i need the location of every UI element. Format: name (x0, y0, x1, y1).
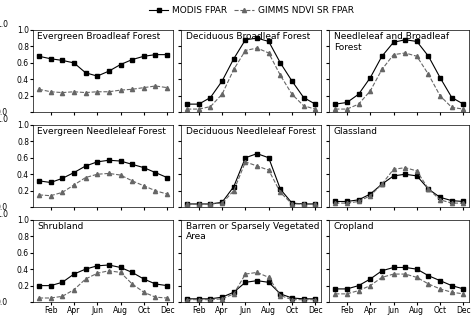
Text: Deciduous Broadleaf Forest: Deciduous Broadleaf Forest (185, 32, 310, 42)
Text: Deciduous Needleleaf Forest: Deciduous Needleleaf Forest (185, 127, 315, 136)
Text: Evergreen Broadleaf Forest: Evergreen Broadleaf Forest (37, 32, 161, 42)
Text: Evergreen Needleleaf Forest: Evergreen Needleleaf Forest (37, 127, 166, 136)
Text: 0.0: 0.0 (0, 108, 8, 117)
Text: 1.0: 1.0 (0, 20, 8, 29)
Text: Cropland: Cropland (334, 222, 374, 231)
Legend: MODIS FPAR, GIMMS NDVI SR FPAR: MODIS FPAR, GIMMS NDVI SR FPAR (148, 6, 354, 15)
Text: 0.0: 0.0 (0, 297, 8, 307)
Text: Needleleaf and Broadleaf
Forest: Needleleaf and Broadleaf Forest (334, 32, 449, 52)
Text: 1.0: 1.0 (0, 115, 8, 124)
Text: 1.0: 1.0 (0, 210, 8, 219)
Text: 0.0: 0.0 (0, 203, 8, 212)
Text: Shrubland: Shrubland (37, 222, 84, 231)
Text: Barren or Sparsely Vegetated
Area: Barren or Sparsely Vegetated Area (185, 222, 319, 241)
Text: Glassland: Glassland (334, 127, 378, 136)
